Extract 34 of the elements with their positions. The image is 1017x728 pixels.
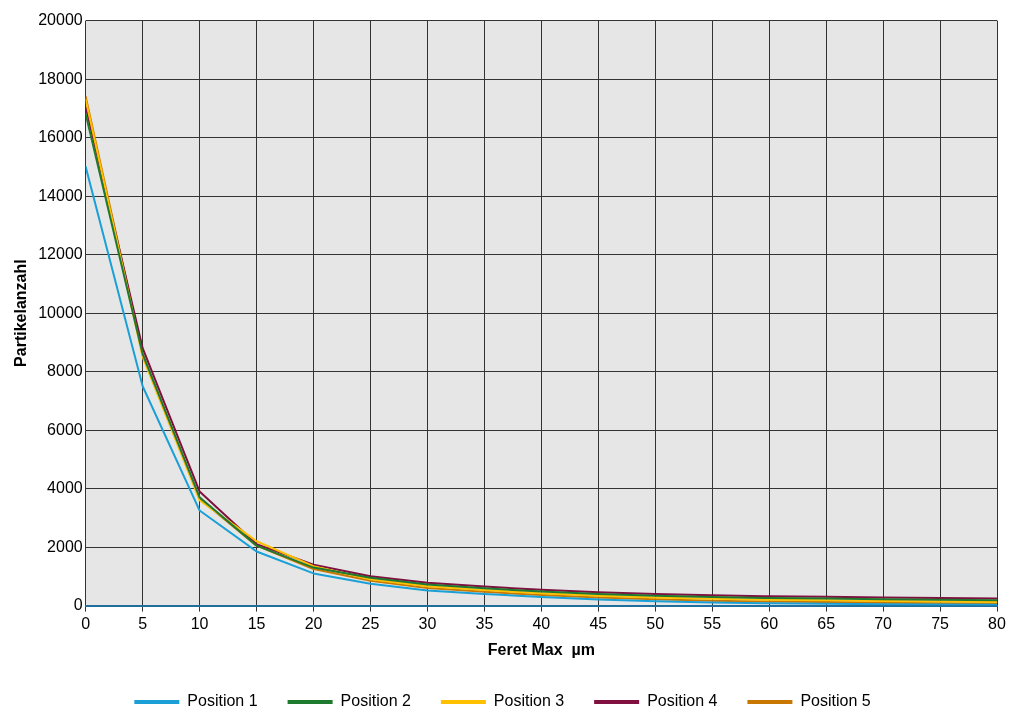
x-tick-label: 80 [988,614,1006,632]
legend-label: Position 4 [647,692,718,710]
y-tick-label: 20000 [38,11,83,29]
x-tick-label: 30 [418,614,437,632]
x-tick-label: 40 [532,614,551,632]
y-tick-label: 8000 [47,362,83,380]
y-tick-label: 2000 [47,537,83,555]
x-tick-label: 45 [589,614,608,632]
x-tick-label: 70 [874,614,893,632]
legend-label: Position 3 [493,692,565,710]
legend-label: Position 2 [340,692,411,710]
y-tick-label: 10000 [38,303,83,321]
y-tick-label: 16000 [38,128,83,146]
x-tick-label: 60 [760,614,779,632]
x-tick-label: 20 [304,614,323,632]
x-tick-label: 75 [931,614,950,632]
legend-label: Position 1 [187,692,258,710]
y-tick-label: 18000 [38,69,83,87]
y-tick-label: 4000 [47,479,83,497]
x-axis-title: Feret Max µm [487,640,595,658]
x-tick-label: 35 [475,614,494,632]
y-tick-label: 0 [73,596,83,614]
y-tick-label: 14000 [38,186,83,204]
x-tick-label: 5 [138,614,148,632]
y-tick-label: 12000 [38,245,83,263]
y-tick-label: 6000 [47,420,83,438]
x-tick-label: 55 [703,614,722,632]
x-tick-label: 15 [247,614,266,632]
x-tick-label: 10 [190,614,209,632]
y-axis-title: Partikelanzahl [12,259,30,367]
x-tick-label: 50 [646,614,665,632]
legend-label: Position 5 [800,692,871,710]
x-tick-label: 25 [361,614,380,632]
x-tick-label: 65 [817,614,836,632]
